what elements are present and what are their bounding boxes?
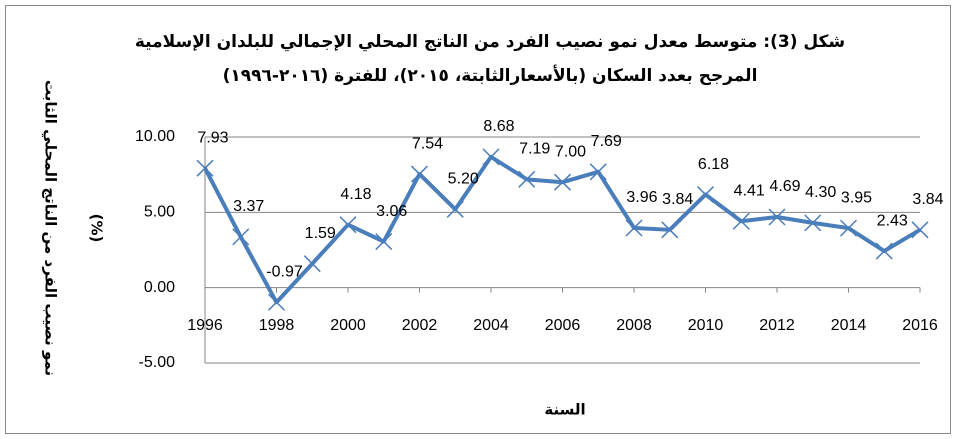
x-tick-label: 1998 [259,317,295,334]
data-label: 3.84 [662,191,693,208]
data-label: 4.30 [805,184,836,201]
data-label: 5.20 [448,171,479,188]
y-axis-title: نمو نصيب الفرد من الناتج المحلي الثابت [42,80,60,376]
data-point [875,242,893,260]
data-label: 4.18 [340,186,371,203]
x-tick-label: 2000 [330,317,366,334]
data-point [232,228,250,246]
data-label: 6.18 [698,156,729,173]
data-point [553,173,572,191]
x-tick-label: 2004 [473,317,509,334]
x-tick-label: 2008 [616,317,652,334]
y-tick-label: 10.00 [135,128,175,145]
y-tick-label: -5.00 [139,354,176,371]
data-point [732,212,750,230]
data-label: 1.59 [305,225,336,242]
data-label: -0.97 [266,264,303,281]
data-point [339,216,357,234]
y-tick-label: 0.00 [144,279,175,296]
data-point [804,214,822,232]
data-point [518,170,536,188]
data-label: 3.37 [233,198,264,215]
data-label: 2.43 [877,212,908,229]
x-tick-label: 2002 [402,317,438,334]
data-label: 7.69 [591,133,622,150]
chart-subtitle: المرجح بعدد السكان (بالأسعارالثابتة، ٢٠١… [223,65,758,86]
y-tick-label: 5.00 [144,204,175,221]
x-axis-title: السنة [544,401,585,419]
data-point [625,219,643,237]
data-point [267,293,286,311]
data-label: 4.41 [734,182,765,199]
data-point [375,233,393,251]
data-point [839,219,858,237]
data-point [446,200,464,218]
data-point [410,165,429,183]
x-tick-label: 2006 [545,317,581,334]
data-label: 8.68 [483,118,514,135]
x-tick-label: 2014 [831,317,867,334]
data-point [482,148,500,166]
data-label: 3.96 [626,189,657,206]
data-point [911,221,929,239]
data-point [303,255,321,273]
data-label: 4.69 [769,178,800,195]
data-point [768,208,786,226]
data-point [661,221,679,239]
chart-title: شكل (3): متوسط معدل نمو نصيب الفرد من ال… [135,32,845,52]
data-point [696,186,715,204]
data-label: 3.95 [841,189,872,206]
data-label: 7.00 [555,143,586,160]
data-label: 7.93 [197,129,228,146]
data-label: 3.06 [376,203,407,220]
y-axis-title: (%) [88,214,106,243]
data-point [589,163,607,181]
x-tick-label: 2016 [902,317,938,334]
x-tick-label: 2010 [688,317,724,334]
data-point [196,159,214,177]
data-label: 7.54 [412,135,443,152]
x-tick-label: 1996 [187,317,223,334]
data-label: 3.84 [912,191,943,208]
x-tick-label: 2012 [759,317,795,334]
data-label: 7.19 [519,141,550,158]
